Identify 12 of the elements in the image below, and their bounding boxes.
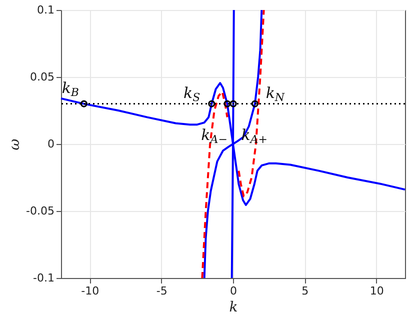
- y-tick-label: -0.05: [26, 204, 54, 218]
- x-tick-label: 0: [230, 284, 237, 298]
- y-tick-label: 0.1: [37, 4, 54, 16]
- y-tick-label: -0.1: [33, 272, 54, 284]
- y-axis-title: ω: [7, 138, 24, 150]
- x-tick-label: 10: [370, 284, 384, 298]
- x-tick-label: -5: [156, 284, 168, 298]
- x-tick-label: 5: [302, 284, 309, 298]
- x-axis-title: k: [229, 300, 238, 316]
- x-tick-label: -10: [81, 284, 100, 298]
- y-tick-label: 0: [48, 138, 54, 150]
- y-tick-label: 0.05: [30, 70, 54, 84]
